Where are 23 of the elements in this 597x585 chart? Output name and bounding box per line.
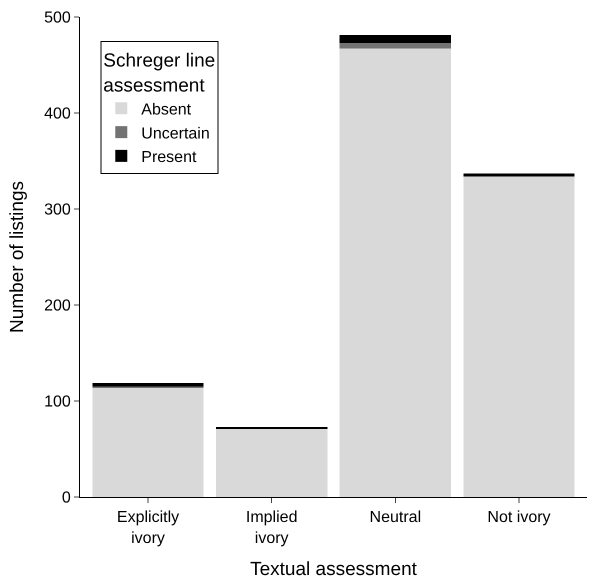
x-tick-label: Explicitly ivory <box>116 509 180 547</box>
y-tick-label: 100 <box>44 394 71 411</box>
x-axis-title: Textual assessment <box>250 558 418 580</box>
legend-label: Uncertain <box>141 125 210 142</box>
bar <box>463 176 575 497</box>
bar <box>92 382 204 387</box>
bar <box>340 42 451 49</box>
y-tick-label: 300 <box>44 202 71 219</box>
bar <box>216 428 328 497</box>
y-axis-title: Number of listings <box>6 180 28 334</box>
legend-label: Present <box>141 149 197 166</box>
y-tick-label: 400 <box>44 106 71 123</box>
x-tick-label: Not ivory <box>487 509 551 526</box>
y-tick-label: 500 <box>44 10 71 27</box>
y-tick-label: 200 <box>44 298 71 315</box>
x-tick-label: Implied ivory <box>246 509 298 547</box>
bar <box>340 35 451 43</box>
x-tick-label: Neutral <box>370 509 422 526</box>
legend-title: Schreger line assessment <box>103 50 216 96</box>
bar <box>340 48 451 497</box>
legend-label: Absent <box>141 102 192 119</box>
y-tick-label: 0 <box>62 490 71 507</box>
bar <box>92 388 204 497</box>
